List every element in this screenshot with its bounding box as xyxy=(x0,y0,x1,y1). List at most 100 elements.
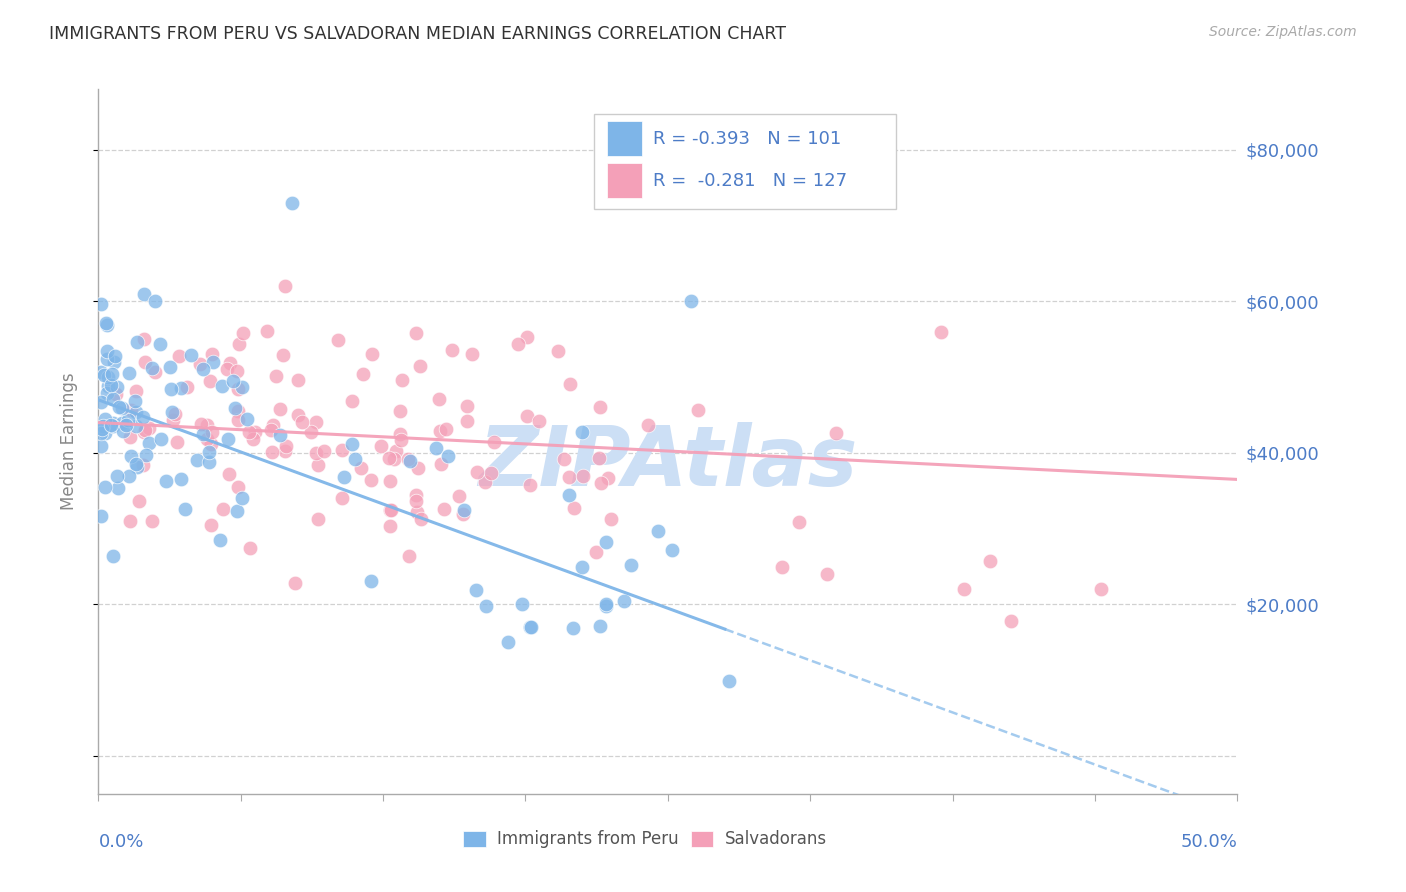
Point xyxy=(132,425,155,439)
Point xyxy=(105,469,128,483)
Point xyxy=(160,405,183,419)
Point xyxy=(159,383,181,397)
Point xyxy=(571,560,593,574)
Point xyxy=(547,343,569,358)
Point xyxy=(330,442,353,457)
Point xyxy=(953,582,976,597)
Point xyxy=(474,475,496,490)
Point xyxy=(218,467,240,481)
Text: R =  -0.281   N = 127: R = -0.281 N = 127 xyxy=(652,172,848,190)
Point xyxy=(132,458,155,472)
Point xyxy=(596,471,619,485)
Point xyxy=(243,425,266,439)
Point xyxy=(226,382,249,396)
Point xyxy=(97,378,120,392)
Point xyxy=(239,541,262,555)
Point xyxy=(328,333,350,347)
Point xyxy=(186,453,208,467)
Point xyxy=(112,425,135,439)
Point xyxy=(287,373,309,387)
Point xyxy=(166,434,188,449)
Point xyxy=(516,409,538,424)
Point xyxy=(429,457,451,471)
Point xyxy=(104,387,127,401)
Point xyxy=(115,417,138,432)
Point xyxy=(929,325,952,339)
Point xyxy=(163,408,186,422)
Point xyxy=(225,364,247,378)
Point xyxy=(385,444,408,458)
Point xyxy=(149,336,172,351)
Point xyxy=(242,432,264,446)
Text: ZIPAtlas: ZIPAtlas xyxy=(478,422,858,503)
Point xyxy=(212,501,235,516)
Point xyxy=(572,469,595,483)
Point xyxy=(231,379,253,393)
Point xyxy=(824,425,846,440)
Point xyxy=(117,469,139,483)
Point xyxy=(260,445,283,459)
Point xyxy=(516,330,538,344)
Point xyxy=(340,437,363,451)
Point xyxy=(90,439,112,453)
Point xyxy=(287,408,309,422)
Point xyxy=(405,494,427,508)
Point xyxy=(398,549,420,564)
Point xyxy=(307,458,329,472)
Text: Salvadorans: Salvadorans xyxy=(725,830,827,848)
Point xyxy=(558,488,581,502)
Point xyxy=(190,417,212,431)
Point xyxy=(349,461,371,475)
Point xyxy=(120,449,142,463)
Point xyxy=(91,419,114,434)
Point xyxy=(717,673,740,688)
Point xyxy=(453,508,475,522)
Point xyxy=(453,502,475,516)
Point xyxy=(195,432,218,446)
Point xyxy=(226,413,249,427)
Text: R = -0.393   N = 101: R = -0.393 N = 101 xyxy=(652,129,841,147)
Point xyxy=(134,424,156,438)
Point xyxy=(380,503,402,517)
Point xyxy=(198,445,221,459)
Point xyxy=(770,559,793,574)
Point xyxy=(585,545,607,559)
Point xyxy=(661,543,683,558)
Point xyxy=(447,489,470,503)
Point xyxy=(330,491,353,505)
Point xyxy=(429,424,451,438)
Point xyxy=(96,318,118,332)
Point xyxy=(138,421,160,435)
Point xyxy=(118,514,141,528)
Point xyxy=(117,413,139,427)
Point xyxy=(291,415,314,429)
Point xyxy=(125,384,148,398)
Point xyxy=(222,375,245,389)
Point xyxy=(225,504,247,518)
Point xyxy=(274,440,297,454)
Point xyxy=(150,433,173,447)
Point xyxy=(553,452,575,467)
Point xyxy=(312,444,335,458)
Point xyxy=(180,347,202,361)
Point xyxy=(90,395,112,409)
Point xyxy=(209,533,232,547)
Point xyxy=(118,366,141,380)
Point xyxy=(232,326,254,341)
Point xyxy=(118,430,141,444)
Point xyxy=(344,451,367,466)
Point xyxy=(464,582,486,597)
Point xyxy=(103,349,125,363)
Point xyxy=(465,465,488,479)
Point xyxy=(382,451,405,466)
Point xyxy=(281,195,304,210)
Point xyxy=(96,351,118,366)
Point xyxy=(378,475,401,489)
Point xyxy=(409,359,432,374)
Point xyxy=(1000,615,1022,629)
Point xyxy=(155,474,177,488)
Point xyxy=(173,502,195,516)
Point xyxy=(305,415,328,429)
Point xyxy=(301,425,323,440)
Point xyxy=(475,599,498,613)
